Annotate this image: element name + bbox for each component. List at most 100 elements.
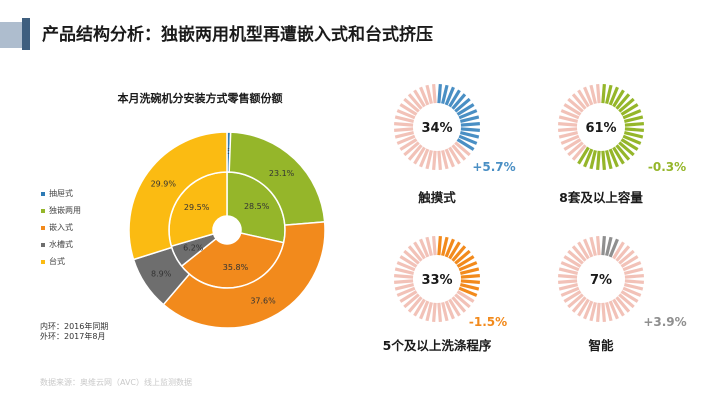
gauge-2-tick-3 xyxy=(448,241,461,260)
gauge-0-tick-38 xyxy=(425,84,433,105)
gauge-1-tick-15 xyxy=(615,144,631,161)
gauge-0-tick-33 xyxy=(399,103,418,116)
gauge-0-tick-34 xyxy=(403,97,420,113)
gauge-0-tick-35 xyxy=(407,93,423,110)
gauge-3-tick-16 xyxy=(612,298,625,317)
gauge-1-tick-18 xyxy=(605,149,613,170)
gauge-2-tick-18 xyxy=(441,301,449,322)
gauge-3-tick-28 xyxy=(558,283,579,291)
gauge-2-tick-7 xyxy=(458,261,478,272)
gauge-3-tick-22 xyxy=(583,300,594,320)
gauge-0-tick-9 xyxy=(460,122,480,127)
header-accent-bar-light xyxy=(0,22,22,48)
gauge-2-tick-29 xyxy=(394,279,414,284)
gauge-3-tick-10 xyxy=(624,279,644,284)
gauge-2-tick-9 xyxy=(460,274,480,279)
gauge-0-tick-0 xyxy=(437,84,442,104)
gauge-2-tick-2 xyxy=(444,238,455,258)
gauge-1-tick-32 xyxy=(560,109,580,120)
gauge-1-tick-13 xyxy=(620,138,639,151)
gauge-2-tick-17 xyxy=(444,300,455,320)
gauge-0-tick-22 xyxy=(419,148,430,168)
gauge-3-tick-21 xyxy=(589,301,597,322)
gauge-3-tick-27 xyxy=(560,286,580,297)
slide-title: 产品结构分析：独嵌两用机型再遭嵌入式和台式挤压 xyxy=(42,25,433,45)
gauge-2-change: -1.5% xyxy=(469,315,507,329)
gauge-0-tick-30 xyxy=(394,122,414,127)
gauge-1-tick-24 xyxy=(571,144,587,161)
gauge-0-tick-5 xyxy=(454,97,471,113)
gauge-3-tick-5 xyxy=(618,249,635,265)
gauge-0-tick-29 xyxy=(394,127,414,132)
data-source: 数据来源：奥维云网（AVC）线上监测数据 xyxy=(40,378,193,387)
gauge-1-tick-39 xyxy=(596,84,601,104)
gauge-3-tick-29 xyxy=(558,279,578,284)
gauge-0-tick-4 xyxy=(451,93,467,110)
gauge-2-tick-0 xyxy=(437,236,442,256)
gauge-0-tick-14 xyxy=(454,141,471,157)
gauge-2-tick-33 xyxy=(399,255,418,268)
gauge-0-change: +5.7% xyxy=(472,160,515,174)
gauge-3-value: 7% xyxy=(590,273,612,288)
gauge-0-tick-39 xyxy=(432,84,437,104)
gauge-0-label: 触摸式 xyxy=(417,190,456,205)
gauge-0-tick-1 xyxy=(441,84,449,105)
gauge-1-tick-9 xyxy=(624,122,644,127)
gauge-2-tick-6 xyxy=(456,255,475,268)
gauge-1-tick-5 xyxy=(618,97,635,113)
gauge-3-tick-32 xyxy=(560,261,580,272)
gauge-2-tick-14 xyxy=(454,293,471,309)
gauge-3-tick-11 xyxy=(623,283,644,291)
gauge-1-tick-38 xyxy=(589,84,597,105)
gauge-2-tick-35 xyxy=(407,245,423,262)
gauge-3-tick-6 xyxy=(620,255,639,268)
gauge-0-tick-36 xyxy=(413,89,426,108)
gauge-2-tick-21 xyxy=(425,301,433,322)
gauge-1-tick-6 xyxy=(620,103,639,116)
gauge-2-value: 33% xyxy=(421,273,452,288)
gauge-3-tick-33 xyxy=(563,255,582,268)
legend-swatch-4 xyxy=(41,260,45,264)
gauge-2-tick-24 xyxy=(407,296,423,313)
gauge-3-tick-37 xyxy=(583,238,594,258)
gauge-2-tick-23 xyxy=(413,298,426,317)
gauge-2-tick-4 xyxy=(451,245,467,262)
gauge-3-tick-25 xyxy=(567,293,584,309)
legend-swatch-0 xyxy=(41,192,45,196)
outer-ring-label-4: 29.9% xyxy=(151,179,177,188)
legend-swatch-3 xyxy=(41,243,45,247)
gauge-0-tick-28 xyxy=(394,131,415,139)
gauge-1-tick-8 xyxy=(623,115,644,123)
gauge-0-tick-6 xyxy=(456,103,475,116)
gauge-1-value: 61% xyxy=(585,121,616,136)
gauge-1-tick-35 xyxy=(571,93,587,110)
gauge-1-tick-26 xyxy=(563,138,582,151)
gauge-0-tick-13 xyxy=(456,138,475,151)
gauge-0-tick-25 xyxy=(403,141,420,157)
gauge-0-tick-10 xyxy=(460,127,480,132)
gauge-1-tick-16 xyxy=(612,146,625,165)
gauge-3-tick-34 xyxy=(567,249,584,265)
outer-ring-label-3: 8.9% xyxy=(151,270,172,279)
gauge-2-tick-16 xyxy=(448,298,461,317)
gauge-0-tick-37 xyxy=(419,86,430,106)
gauge-3-tick-2 xyxy=(608,238,619,258)
legend-label-3: 水槽式 xyxy=(49,239,73,249)
gauge-3-tick-3 xyxy=(612,241,625,260)
gauge-2-tick-32 xyxy=(396,261,416,272)
gauge-1-tick-1 xyxy=(605,84,613,105)
gauge-1-tick-11 xyxy=(623,131,644,139)
outer-ring-label-1: 23.1% xyxy=(269,169,295,178)
gauge-3-tick-35 xyxy=(571,245,587,262)
gauge-0-tick-3 xyxy=(448,89,461,108)
gauge-1-tick-0 xyxy=(601,84,606,104)
gauge-1-tick-2 xyxy=(608,86,619,106)
gauge-0-tick-26 xyxy=(399,138,418,151)
gauge-0-tick-27 xyxy=(396,134,416,145)
gauge-1-tick-25 xyxy=(567,141,584,157)
gauge-0-tick-19 xyxy=(437,150,442,170)
gauge-1-tick-37 xyxy=(583,86,594,106)
gauge-0-tick-7 xyxy=(458,109,478,120)
gauge-1-tick-4 xyxy=(615,93,631,110)
gauge-0-tick-2 xyxy=(444,86,455,106)
